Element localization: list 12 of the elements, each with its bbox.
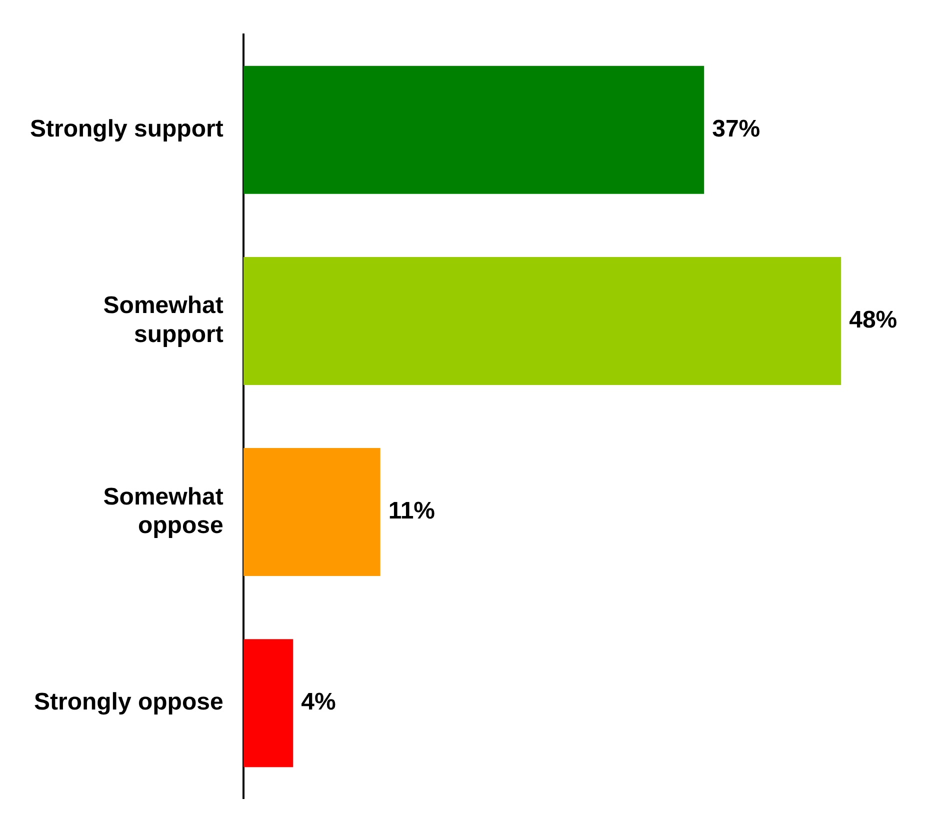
data-label: 4% [301, 688, 336, 716]
bar [243, 66, 704, 194]
y-tick-label: Somewhat support [103, 292, 224, 348]
data-label: 11% [388, 498, 436, 525]
data-label: 37% [712, 116, 760, 143]
y-tick-label: Strongly support [30, 116, 224, 143]
data-label: 48% [849, 306, 898, 334]
y-tick-label: Strongly oppose [34, 688, 224, 716]
bar [243, 256, 842, 385]
bar [243, 448, 380, 576]
bar [243, 639, 294, 768]
y-tick-label: Somewhat oppose [103, 483, 224, 540]
